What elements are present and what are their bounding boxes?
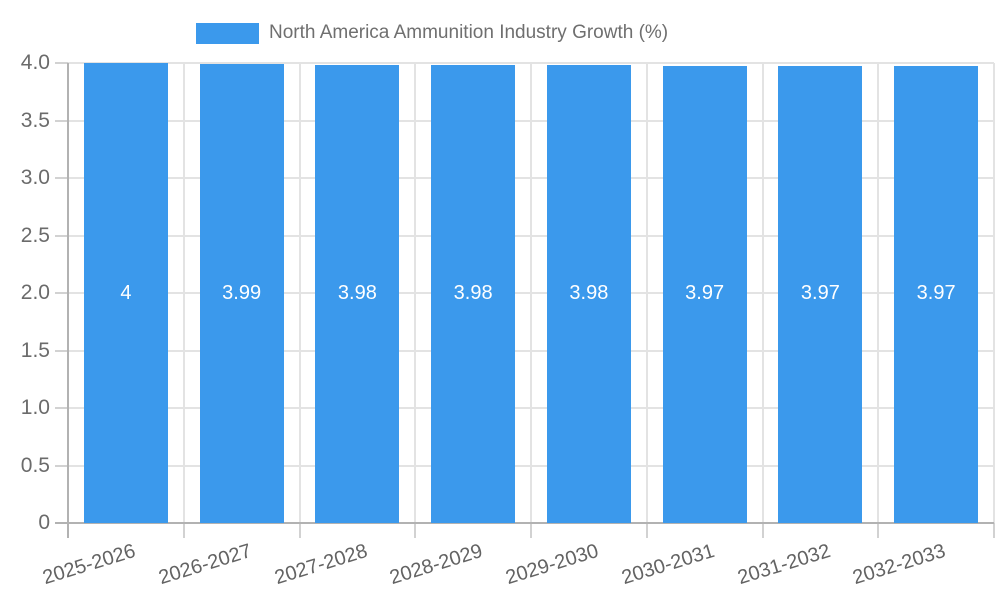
y-tick (55, 234, 68, 237)
x-tick-label: 2027-2028 (271, 540, 370, 590)
v-gridline (993, 63, 995, 523)
y-tick (55, 177, 68, 179)
x-tick-label: 2030-2031 (619, 540, 718, 590)
bar (778, 66, 863, 523)
v-gridline (877, 63, 880, 523)
x-axis-line (55, 522, 994, 524)
x-tick-label: 2026-2027 (156, 540, 255, 590)
x-tick (761, 523, 764, 538)
y-tick-label: 2.0 (20, 281, 50, 304)
legend-swatch (196, 22, 259, 44)
y-tick-label: 3.0 (20, 166, 50, 189)
v-gridline (414, 63, 417, 523)
x-tick-label: 2029-2030 (503, 540, 602, 590)
y-tick-label: 1.0 (20, 396, 50, 419)
x-tick (993, 523, 995, 538)
y-tick-label: 1.5 (20, 338, 50, 362)
x-tick (298, 523, 301, 538)
bar-value-label: 3.97 (916, 282, 956, 304)
y-tick (55, 349, 68, 352)
bar-value-label: 3.99 (222, 282, 262, 304)
legend-label: North America Ammunition Industry Growth… (269, 22, 669, 43)
x-tick (645, 523, 648, 538)
y-tick (55, 464, 68, 467)
bar-value-label: 3.97 (685, 282, 725, 304)
x-tick (182, 523, 185, 538)
bar (894, 66, 979, 523)
bar-value-label: 3.98 (569, 282, 609, 304)
x-tick (414, 523, 417, 538)
v-gridline (530, 63, 532, 523)
bar-value-label: 3.98 (337, 282, 377, 304)
y-tick-label: 0.5 (20, 453, 50, 477)
y-axis-line (67, 63, 69, 538)
y-tick (55, 407, 68, 409)
x-tick-label: 2028-2029 (387, 540, 486, 590)
y-tick-label: 0 (38, 511, 50, 534)
bar (199, 64, 284, 523)
y-tick (55, 119, 68, 122)
v-gridline (298, 63, 301, 523)
v-gridline (645, 63, 648, 523)
bar-value-label: 3.98 (453, 282, 493, 304)
v-gridline (761, 63, 764, 523)
y-tick (55, 292, 68, 294)
y-tick-label: 2.5 (20, 223, 50, 247)
legend: North America Ammunition Industry Growth… (196, 22, 668, 44)
x-tick-label: 2032-2033 (850, 540, 949, 590)
x-tick-label: 2031-2032 (734, 540, 833, 590)
bar (546, 65, 631, 523)
bar (431, 65, 516, 523)
x-tick-label: 2025-2026 (40, 540, 139, 590)
bar (315, 65, 400, 523)
bar (662, 66, 747, 523)
x-tick (877, 523, 880, 538)
x-tick (530, 523, 532, 538)
v-gridline (182, 63, 185, 523)
y-tick-label: 3.5 (20, 108, 50, 132)
y-tick-label: 4.0 (20, 51, 50, 74)
bar-value-label: 4 (120, 282, 132, 304)
bar-value-label: 3.97 (800, 282, 840, 304)
y-tick (55, 62, 68, 64)
bar (83, 63, 168, 523)
